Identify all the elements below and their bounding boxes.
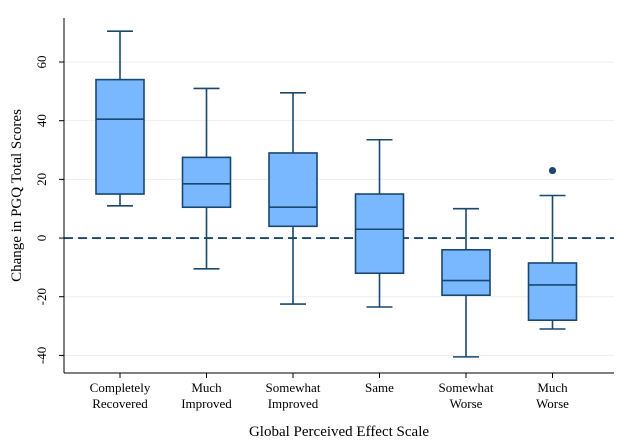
iqr-box [354,193,405,275]
y-axis-ticks: -40 -20 0 20 40 60 [34,56,64,364]
x-tick-label-line: Completely [90,380,151,395]
x-tick-label: Somewhat Improved [266,380,321,411]
x-tick-label-line: Worse [536,396,569,411]
y-axis-title: Change in PGQ Total Scores [9,109,25,282]
x-tick-label: Completely Recovered [90,380,151,411]
iqr-box [268,152,318,228]
y-tick-label: 40 [34,114,49,127]
y-tick-label: 60 [34,56,49,69]
box-group [354,138,405,308]
x-tick-label: Much Worse [536,380,569,411]
iqr-box [527,262,578,321]
iqr-box [95,78,145,195]
y-tick-label: -20 [34,288,49,305]
box-group [527,166,578,330]
x-tick-label-line: Improved [181,396,232,411]
box-group [441,207,491,358]
plot-area [64,18,614,373]
iqr-box [441,248,491,297]
boxes [95,30,578,358]
x-tick-label-line: Improved [268,396,319,411]
outlier-point [548,166,557,175]
iqr-box [181,156,232,209]
box-group [95,30,145,207]
box-group [181,87,232,270]
y-tick-label: 20 [34,173,49,186]
x-tick-label: Much Improved [181,380,232,411]
x-tick-label: Same [365,380,394,395]
x-tick-label-line: Worse [450,396,483,411]
x-tick-label-line: Much [191,380,222,395]
x-tick-label-line: Same [365,380,394,395]
x-tick-label-line: Somewhat [439,380,494,395]
y-tick-label: 0 [34,235,49,242]
x-tick-label-line: Recovered [92,396,148,411]
y-tick-label: -40 [34,347,49,364]
x-tick-label-line: Much [537,380,568,395]
x-tick-label-line: Somewhat [266,380,321,395]
box-group [268,92,318,305]
x-axis-title: Global Perceived Effect Scale [249,424,429,440]
x-tick-label: Somewhat Worse [439,380,494,411]
